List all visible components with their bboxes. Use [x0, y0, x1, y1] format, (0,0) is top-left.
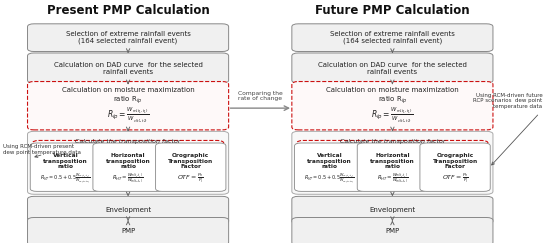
FancyBboxPatch shape — [292, 24, 493, 52]
FancyBboxPatch shape — [292, 196, 493, 224]
FancyBboxPatch shape — [156, 143, 226, 191]
FancyBboxPatch shape — [292, 53, 493, 83]
Text: Envelopment: Envelopment — [105, 207, 151, 213]
Text: PMP: PMP — [385, 228, 399, 234]
Text: $R_{HT}=\frac{W_{m(t_1,t_1)}}{W_{m(t_1,t_2)}}$: $R_{HT}=\frac{W_{m(t_1,t_1)}}{W_{m(t_1,t… — [112, 171, 144, 185]
Text: Selection of extreme rainfall events
(164 selected rainfall event): Selection of extreme rainfall events (16… — [330, 31, 455, 44]
FancyBboxPatch shape — [358, 143, 428, 191]
Text: Present PMP Calculation: Present PMP Calculation — [47, 4, 209, 17]
Text: $R_{ip} = \frac{W_{m(t_1,t_1)}}{W_{c(t_1,t_2)}}$: $R_{ip} = \frac{W_{m(t_1,t_1)}}{W_{c(t_1… — [107, 105, 149, 125]
Text: $R_{HT}=\frac{W_{m(t_1,t_1)}}{W_{m(t_1,t_2)}}$: $R_{HT}=\frac{W_{m(t_1,t_1)}}{W_{m(t_1,t… — [377, 171, 408, 185]
Text: Calculate the transposition factor: Calculate the transposition factor — [75, 139, 181, 144]
Text: Using RCM-driven future
RCP scenarios  dew point
temperature data: Using RCM-driven future RCP scenarios de… — [473, 93, 542, 109]
FancyBboxPatch shape — [294, 143, 365, 191]
FancyBboxPatch shape — [420, 143, 491, 191]
Text: Calculation on moisture maximization
ratio R$_{ip}$: Calculation on moisture maximization rat… — [62, 87, 195, 106]
FancyBboxPatch shape — [27, 217, 229, 243]
Text: Envelopment: Envelopment — [370, 207, 415, 213]
Text: Horizontal
transposition
ratio: Horizontal transposition ratio — [106, 153, 150, 169]
Text: Calculation on moisture maximization
ratio R$_{ip}$: Calculation on moisture maximization rat… — [326, 87, 459, 106]
FancyBboxPatch shape — [292, 82, 493, 130]
FancyBboxPatch shape — [27, 53, 229, 83]
Text: Vertical
transposition
ratio: Vertical transposition ratio — [43, 153, 88, 169]
Text: Comparing the
rate of change: Comparing the rate of change — [238, 91, 283, 101]
Text: Vertical
transposition
ratio: Vertical transposition ratio — [307, 153, 352, 169]
Text: Future PMP Calculation: Future PMP Calculation — [315, 4, 470, 17]
FancyBboxPatch shape — [33, 140, 224, 190]
FancyBboxPatch shape — [27, 24, 229, 52]
FancyBboxPatch shape — [27, 196, 229, 224]
Text: $R_{VT}=0.5+0.5\frac{W_{m(t_1,t_1)}}{W_{m(t_1,t_2)}}$: $R_{VT}=0.5+0.5\frac{W_{m(t_1,t_1)}}{W_{… — [40, 171, 90, 185]
Text: PMP: PMP — [121, 228, 135, 234]
Text: Calculation on DAD curve  for the selected
rainfall events: Calculation on DAD curve for the selecte… — [318, 61, 467, 75]
FancyBboxPatch shape — [296, 140, 488, 190]
FancyBboxPatch shape — [93, 143, 164, 191]
FancyBboxPatch shape — [292, 131, 493, 194]
Text: Using RCM-driven present
dew point temperature data: Using RCM-driven present dew point tempe… — [3, 144, 81, 155]
Text: $R_{VT}=0.5+0.5\frac{W_{m(t_1,t_1)}}{W_{m(t_1,t_2)}}$: $R_{VT}=0.5+0.5\frac{W_{m(t_1,t_1)}}{W_{… — [305, 171, 355, 185]
Text: $R_{ip} = \frac{W_{m(t_1,t_1)}}{W_{c(t_1,t_2)}}$: $R_{ip} = \frac{W_{m(t_1,t_1)}}{W_{c(t_1… — [371, 105, 414, 125]
Text: $OTF=\frac{P_n}{P_i}$: $OTF=\frac{P_n}{P_i}$ — [178, 172, 204, 185]
Text: Orographic
Transposition
Factor: Orographic Transposition Factor — [168, 153, 214, 169]
Text: Orographic
Transposition
Factor: Orographic Transposition Factor — [432, 153, 478, 169]
Text: Horizontal
transposition
ratio: Horizontal transposition ratio — [370, 153, 415, 169]
Text: Selection of extreme rainfall events
(164 selected rainfall event): Selection of extreme rainfall events (16… — [65, 31, 191, 44]
FancyBboxPatch shape — [27, 131, 229, 194]
Text: $OTF=\frac{P_n}{P_i}$: $OTF=\frac{P_n}{P_i}$ — [442, 172, 468, 185]
Text: Calculate the transposition factor: Calculate the transposition factor — [340, 139, 445, 144]
FancyBboxPatch shape — [27, 82, 229, 130]
Text: Calculation on DAD curve  for the selected
rainfall events: Calculation on DAD curve for the selecte… — [53, 61, 203, 75]
FancyBboxPatch shape — [292, 217, 493, 243]
FancyBboxPatch shape — [30, 143, 100, 191]
